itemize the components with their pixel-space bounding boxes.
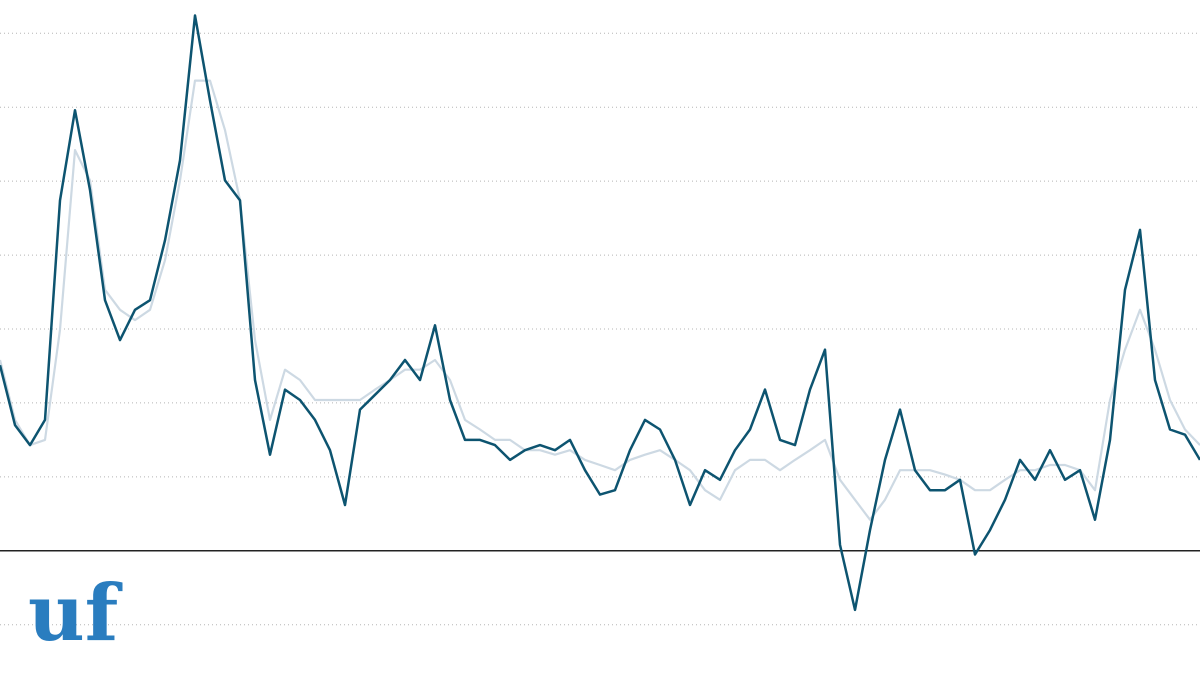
grid [0,32,1200,626]
series-line [0,79,1200,521]
lines [0,14,1200,612]
series-line [0,14,1200,612]
logo: uf [28,568,123,659]
